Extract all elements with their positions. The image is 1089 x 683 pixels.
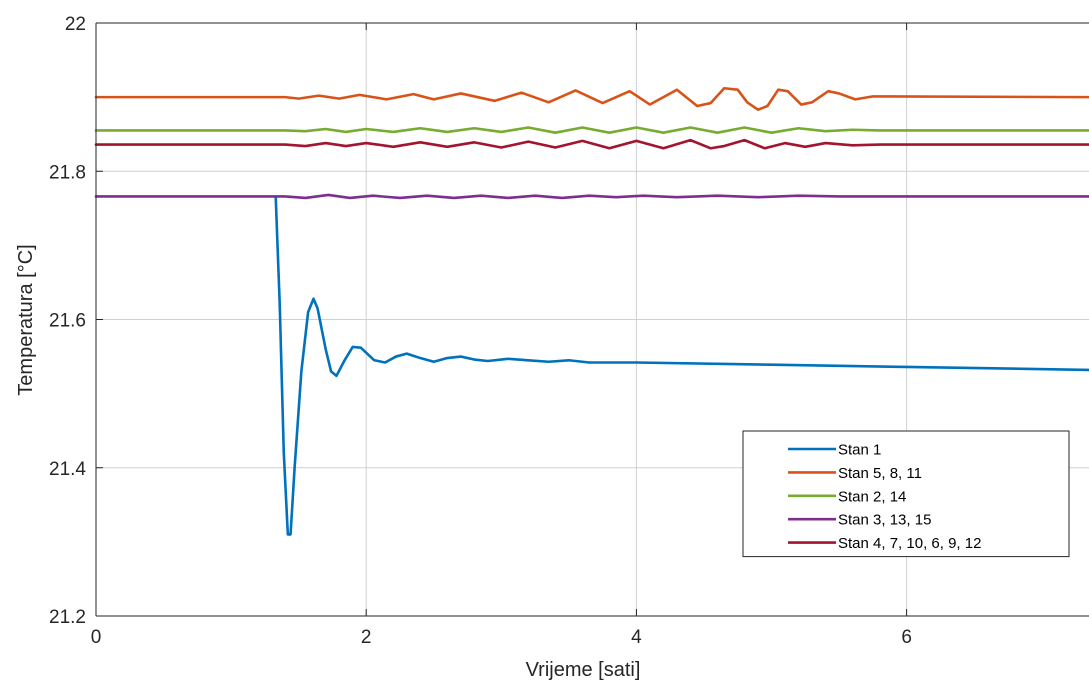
axes bbox=[95, 22, 1089, 617]
x-axis-title: Vrijeme [sati] bbox=[526, 659, 641, 681]
y-tick-label: 21.4 bbox=[49, 459, 86, 480]
series-line-5 bbox=[94, 138, 1089, 150]
y-axis-title: Temperatura [°C] bbox=[15, 244, 37, 395]
tick-labels: 0 2 4 6 21.2 21.4 21.6 21.8 22 bbox=[49, 14, 912, 648]
y-tick-label: 21.8 bbox=[49, 162, 86, 183]
y-tick-label: 21.6 bbox=[49, 311, 86, 332]
legend-box bbox=[742, 430, 1070, 558]
x-tick-label: 4 bbox=[631, 627, 642, 648]
series-line-3 bbox=[94, 126, 1089, 134]
y-tick-label: 22 bbox=[65, 14, 86, 35]
legend-label: Stan 1 bbox=[838, 442, 881, 459]
legend-label: Stan 5, 8, 11 bbox=[838, 465, 922, 482]
legend-label: Stan 4, 7, 10, 6, 9, 12 bbox=[838, 535, 981, 552]
legend-label: Stan 3, 13, 15 bbox=[838, 512, 931, 529]
x-tick-label: 0 bbox=[91, 627, 102, 648]
x-tick-label: 6 bbox=[901, 627, 912, 648]
x-tick-label: 2 bbox=[361, 627, 372, 648]
legend-label: Stan 2, 14 bbox=[838, 488, 906, 505]
series-lines bbox=[94, 86, 1089, 536]
series-line-1 bbox=[274, 195, 1089, 536]
series-line-4 bbox=[94, 193, 1089, 200]
y-tick-label: 21.2 bbox=[49, 607, 86, 628]
series-line-2 bbox=[94, 86, 1089, 112]
legend: Stan 1 Stan 5, 8, 11 Stan 2, 14 Stan 3, 13,… bbox=[742, 430, 1070, 558]
grid-lines bbox=[96, 23, 1089, 616]
